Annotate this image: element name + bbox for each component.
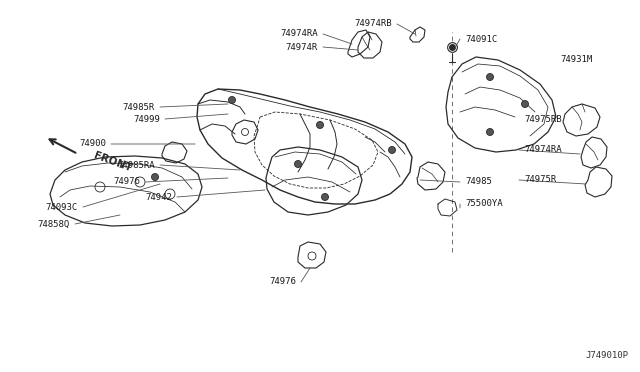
Text: 74858Q: 74858Q [38,219,70,228]
Text: 74976: 74976 [113,177,140,186]
Circle shape [321,193,328,201]
Circle shape [294,160,301,167]
Circle shape [486,128,493,135]
Circle shape [228,96,236,103]
Circle shape [522,100,529,108]
Text: 74093C: 74093C [45,202,78,212]
Text: 74974RA: 74974RA [524,145,562,154]
Circle shape [388,147,396,154]
Text: 74975RB: 74975RB [524,115,562,125]
Text: 74985RA: 74985RA [117,160,155,170]
Text: 74975R: 74975R [524,176,556,185]
Text: 74999: 74999 [133,115,160,124]
Text: 74974RA: 74974RA [280,29,318,38]
Text: 74985: 74985 [465,177,492,186]
Text: 74985R: 74985R [123,103,155,112]
Circle shape [486,74,493,80]
Text: 74931M: 74931M [560,55,592,64]
Text: 75500YA: 75500YA [465,199,502,208]
Text: 74974R: 74974R [285,42,318,51]
Text: J749010P: J749010P [585,351,628,360]
Text: 74091C: 74091C [465,35,497,44]
Circle shape [152,173,159,180]
Text: 74976: 74976 [269,278,296,286]
Text: 74942: 74942 [145,192,172,202]
Text: 74900: 74900 [79,140,106,148]
Circle shape [317,122,323,128]
Text: 74974RB: 74974RB [355,19,392,29]
Text: FRONT: FRONT [92,151,133,173]
